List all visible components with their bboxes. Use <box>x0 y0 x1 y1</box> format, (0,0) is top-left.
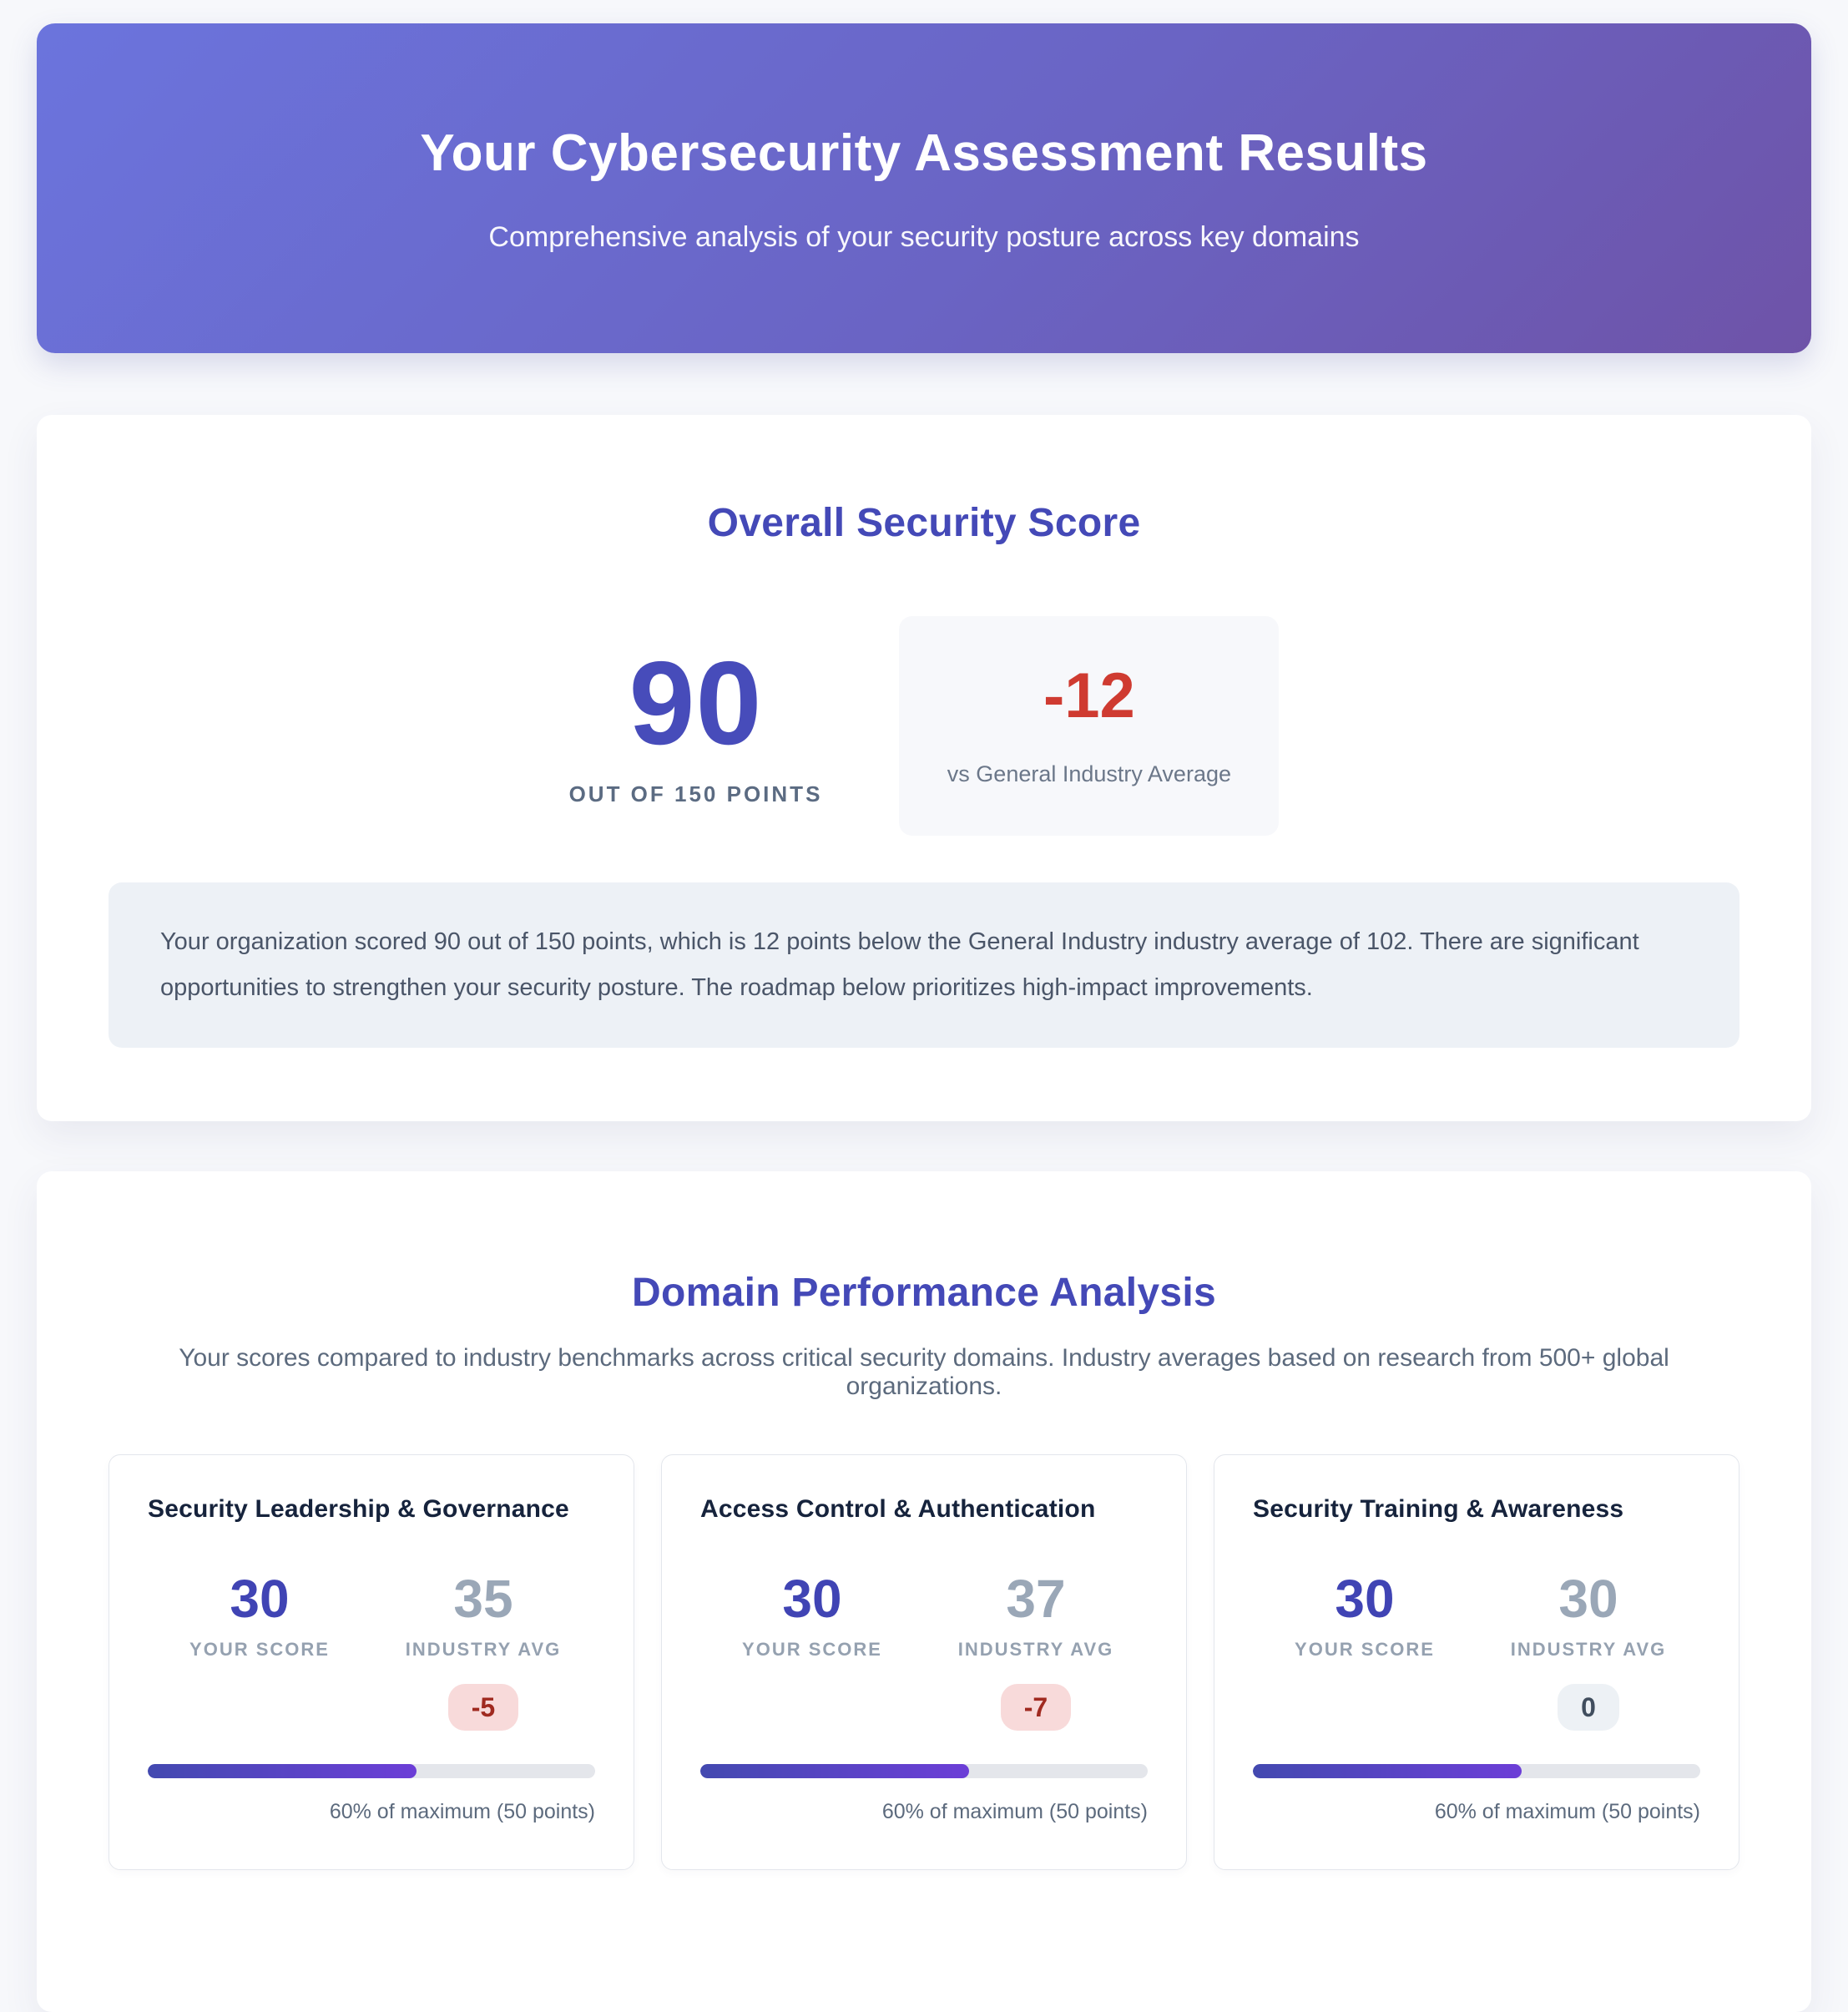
progress-bar-track <box>1253 1764 1700 1779</box>
industry-avg-label: INDUSTRY AVG <box>1510 1639 1667 1661</box>
your-score-column: 30 YOUR SCORE <box>700 1572 924 1661</box>
delta-badge: -5 <box>447 1684 519 1731</box>
domain-card-security-training: Security Training & Awareness 30 YOUR SC… <box>1214 1454 1739 1871</box>
domain-card-title: Access Control & Authentication <box>700 1495 1096 1524</box>
domain-stats: 30 YOUR SCORE 30 INDUSTRY AVG 0 <box>1253 1572 1700 1731</box>
your-score-value: 30 <box>782 1569 842 1630</box>
your-score-value: 30 <box>230 1569 290 1630</box>
industry-delta-caption: vs General Industry Average <box>947 761 1231 786</box>
your-score-label: YOUR SCORE <box>189 1639 330 1661</box>
industry-delta-value: -12 <box>1043 660 1135 731</box>
delta-badge: -7 <box>1000 1684 1072 1731</box>
page-subtitle: Comprehensive analysis of your security … <box>488 220 1360 253</box>
domain-stats: 30 YOUR SCORE 37 INDUSTRY AVG -7 <box>700 1572 1148 1731</box>
overall-score-card: Overall Security Score 90 OUT OF 150 POI… <box>37 415 1811 1122</box>
industry-avg-column: 30 INDUSTRY AVG 0 <box>1477 1572 1700 1731</box>
page-title: Your Cybersecurity Assessment Results <box>420 124 1428 182</box>
progress-bar-fill <box>1253 1764 1522 1779</box>
results-banner: Your Cybersecurity Assessment Results Co… <box>37 23 1811 353</box>
domain-card-title: Security Training & Awareness <box>1253 1495 1624 1524</box>
domain-subheading: Your scores compared to industry benchma… <box>179 1344 1669 1401</box>
industry-avg-label: INDUSTRY AVG <box>957 1639 1114 1661</box>
score-summary: Your organization scored 90 out of 150 p… <box>109 882 1739 1049</box>
domain-stats: 30 YOUR SCORE 35 INDUSTRY AVG -5 <box>148 1572 595 1731</box>
your-score-label: YOUR SCORE <box>1295 1639 1435 1661</box>
industry-avg-value: 37 <box>1006 1569 1066 1630</box>
domain-performance-card: Domain Performance Analysis Your scores … <box>37 1171 1811 2012</box>
industry-avg-column: 37 INDUSTRY AVG -7 <box>924 1572 1148 1731</box>
industry-avg-label: INDUSTRY AVG <box>405 1639 562 1661</box>
progress-caption: 60% of maximum (50 points) <box>881 1800 1148 1824</box>
overall-score-value: 90 <box>629 637 763 770</box>
industry-avg-value: 30 <box>1558 1569 1618 1630</box>
overall-score-row: 90 OUT OF 150 POINTS -12 vs General Indu… <box>109 616 1739 836</box>
industry-avg-value: 35 <box>453 1569 513 1630</box>
progress-bar-track <box>148 1764 595 1779</box>
progress-caption: 60% of maximum (50 points) <box>1434 1800 1700 1824</box>
overall-score-heading: Overall Security Score <box>707 501 1141 545</box>
domain-card-security-leadership: Security Leadership & Governance 30 YOUR… <box>109 1454 634 1871</box>
domain-card-title: Security Leadership & Governance <box>148 1495 569 1524</box>
your-score-value: 30 <box>1335 1569 1395 1630</box>
overall-score-caption: OUT OF 150 POINTS <box>568 781 823 806</box>
your-score-label: YOUR SCORE <box>742 1639 882 1661</box>
progress-bar-track <box>700 1764 1148 1779</box>
industry-avg-column: 35 INDUSTRY AVG -5 <box>371 1572 595 1731</box>
overall-score-block: 90 OUT OF 150 POINTS <box>569 645 823 807</box>
progress-bar-fill <box>700 1764 969 1779</box>
your-score-column: 30 YOUR SCORE <box>148 1572 371 1661</box>
domain-card-row: Security Leadership & Governance 30 YOUR… <box>109 1454 1739 1871</box>
domain-card-access-control: Access Control & Authentication 30 YOUR … <box>661 1454 1187 1871</box>
delta-badge: 0 <box>1558 1684 1619 1731</box>
domain-heading: Domain Performance Analysis <box>632 1271 1216 1316</box>
industry-delta-box: -12 vs General Industry Average <box>899 616 1280 836</box>
your-score-column: 30 YOUR SCORE <box>1253 1572 1477 1661</box>
progress-caption: 60% of maximum (50 points) <box>329 1800 595 1824</box>
progress-bar-fill <box>148 1764 417 1779</box>
